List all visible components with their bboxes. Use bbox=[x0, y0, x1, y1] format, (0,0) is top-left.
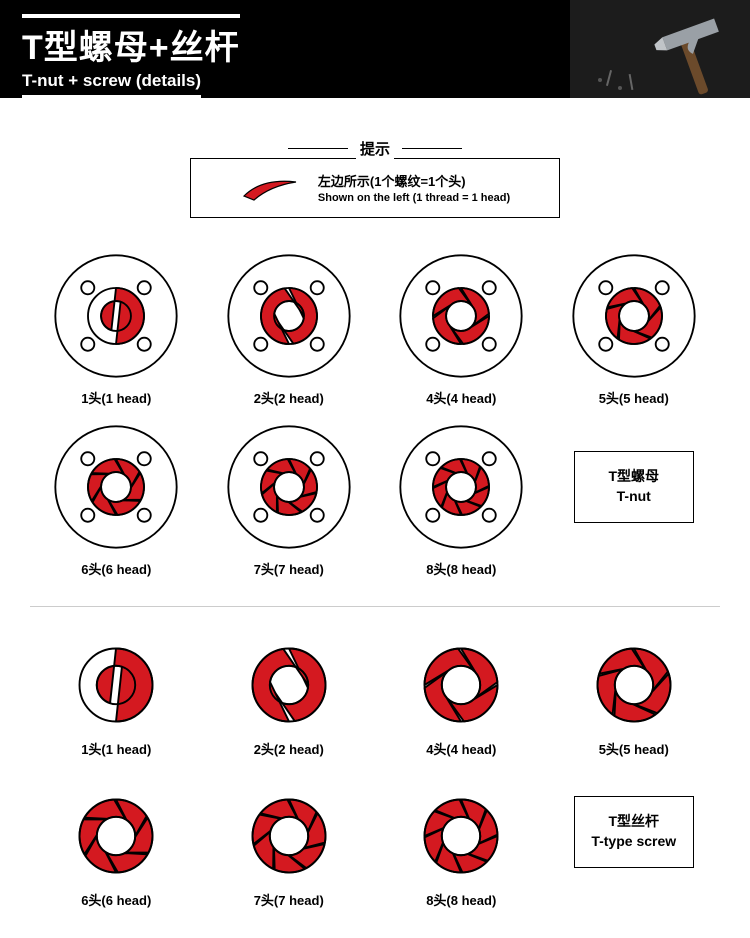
header-title-en: T-nut + screw (details) bbox=[22, 71, 201, 98]
screw-diagram-2head: 2头(2 head) bbox=[203, 617, 376, 758]
swoosh-icon bbox=[240, 176, 300, 204]
head-label: 7头(7 head) bbox=[203, 890, 376, 909]
head-label: 1头(1 head) bbox=[30, 388, 203, 407]
hammer-photo bbox=[570, 0, 750, 98]
head-label: 4头(4 head) bbox=[375, 739, 548, 758]
tnut-diagram-6head: 6头(6 head) bbox=[30, 417, 203, 578]
screw-diagram-7head: 7头(7 head) bbox=[203, 768, 376, 909]
head-label: 6头(6 head) bbox=[30, 890, 203, 909]
tip-line2: Shown on the left (1 thread = 1 head) bbox=[318, 191, 510, 206]
tip-heading: 提示 bbox=[356, 138, 394, 159]
screw-diagram-5head: 5头(5 head) bbox=[548, 617, 721, 758]
tip-rule-left bbox=[288, 148, 348, 149]
head-label: 2头(2 head) bbox=[203, 388, 376, 407]
tip-section: 提示 左边所示(1个螺纹=1个头) Shown on the left (1 t… bbox=[0, 138, 750, 218]
tnut-diagram-8head: 8头(8 head) bbox=[375, 417, 548, 578]
head-label: 5头(5 head) bbox=[548, 388, 721, 407]
tnut-diagram-2head: 2头(2 head) bbox=[203, 246, 376, 407]
tip-box: 左边所示(1个螺纹=1个头) Shown on the left (1 thre… bbox=[190, 158, 560, 218]
category-en: T-nut bbox=[617, 487, 651, 507]
header-bar: T型螺母+丝杆 T-nut + screw (details) bbox=[0, 0, 750, 98]
head-label: 8头(8 head) bbox=[375, 890, 548, 909]
tnut-diagram-5head: 5头(5 head) bbox=[548, 246, 721, 407]
screw-category-box: T型丝杆 T-type screw bbox=[548, 768, 721, 909]
head-label: 1头(1 head) bbox=[30, 739, 203, 758]
head-label: 7头(7 head) bbox=[203, 559, 376, 578]
screw-diagram-8head: 8头(8 head) bbox=[375, 768, 548, 909]
head-label: 5头(5 head) bbox=[548, 739, 721, 758]
category-en: T-type screw bbox=[591, 832, 676, 852]
head-label: 4头(4 head) bbox=[375, 388, 548, 407]
tnut-grid: 1头(1 head) 2头(2 head) 4头(4 head) 5头(5 he… bbox=[0, 236, 750, 598]
tnut-diagram-4head: 4头(4 head) bbox=[375, 246, 548, 407]
head-label: 8头(8 head) bbox=[375, 559, 548, 578]
tip-line1: 左边所示(1个螺纹=1个头) bbox=[318, 173, 510, 191]
screw-grid: 1头(1 head) 2头(2 head) 4头(4 head) 5头(5 he… bbox=[0, 607, 750, 929]
screw-diagram-1head: 1头(1 head) bbox=[30, 617, 203, 758]
category-cn: T型螺母 bbox=[608, 467, 659, 487]
screw-diagram-4head: 4头(4 head) bbox=[375, 617, 548, 758]
tnut-diagram-7head: 7头(7 head) bbox=[203, 417, 376, 578]
tnut-diagram-1head: 1头(1 head) bbox=[30, 246, 203, 407]
head-label: 6头(6 head) bbox=[30, 559, 203, 578]
screw-diagram-6head: 6头(6 head) bbox=[30, 768, 203, 909]
header-title-cn: T型螺母+丝杆 bbox=[22, 14, 240, 69]
head-label: 2头(2 head) bbox=[203, 739, 376, 758]
tip-rule-right bbox=[402, 148, 462, 149]
category-cn: T型丝杆 bbox=[608, 812, 659, 832]
tnut-category-box: T型螺母 T-nut bbox=[548, 417, 721, 578]
